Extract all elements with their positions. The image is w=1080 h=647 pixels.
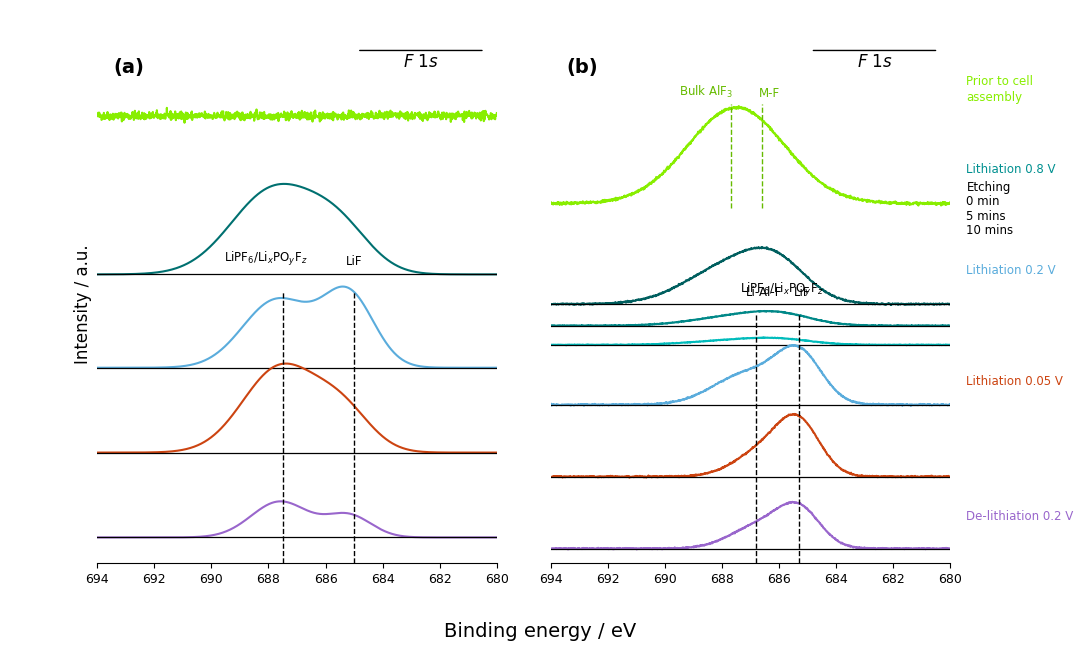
Text: LiPF$_6$/Li$_x$PO$_y$F$_z$: LiPF$_6$/Li$_x$PO$_y$F$_z$ xyxy=(224,250,308,268)
Text: M-F: M-F xyxy=(759,87,780,100)
Text: (a): (a) xyxy=(113,58,144,77)
Text: $F\ 1s$: $F\ 1s$ xyxy=(403,53,438,71)
Text: De-lithiation 0.2 V: De-lithiation 0.2 V xyxy=(967,510,1074,523)
Text: Prior to cell
assembly: Prior to cell assembly xyxy=(967,75,1034,104)
Text: Etching: Etching xyxy=(967,181,1011,194)
Text: Lithiation 0.05 V: Lithiation 0.05 V xyxy=(967,375,1063,388)
Y-axis label: Intensity / a.u.: Intensity / a.u. xyxy=(73,245,92,364)
Text: $F\ 1s$: $F\ 1s$ xyxy=(856,53,892,71)
Text: LiF: LiF xyxy=(794,286,810,300)
Text: Binding energy / eV: Binding energy / eV xyxy=(444,622,636,641)
Text: 5 mins: 5 mins xyxy=(967,210,1005,223)
Text: Bulk AlF$_3$: Bulk AlF$_3$ xyxy=(679,84,733,100)
Text: (b): (b) xyxy=(567,58,598,77)
Text: Li-Al-F: Li-Al-F xyxy=(746,286,783,300)
Text: LiPF$_6$/Li$_x$PO$_y$F$_z$: LiPF$_6$/Li$_x$PO$_y$F$_z$ xyxy=(740,281,824,300)
Text: Lithiation 0.2 V: Lithiation 0.2 V xyxy=(967,264,1056,277)
Text: LiF: LiF xyxy=(346,255,362,268)
Text: 0 min: 0 min xyxy=(967,195,1000,208)
Text: Lithiation 0.8 V: Lithiation 0.8 V xyxy=(967,163,1056,176)
Text: 10 mins: 10 mins xyxy=(967,224,1013,237)
